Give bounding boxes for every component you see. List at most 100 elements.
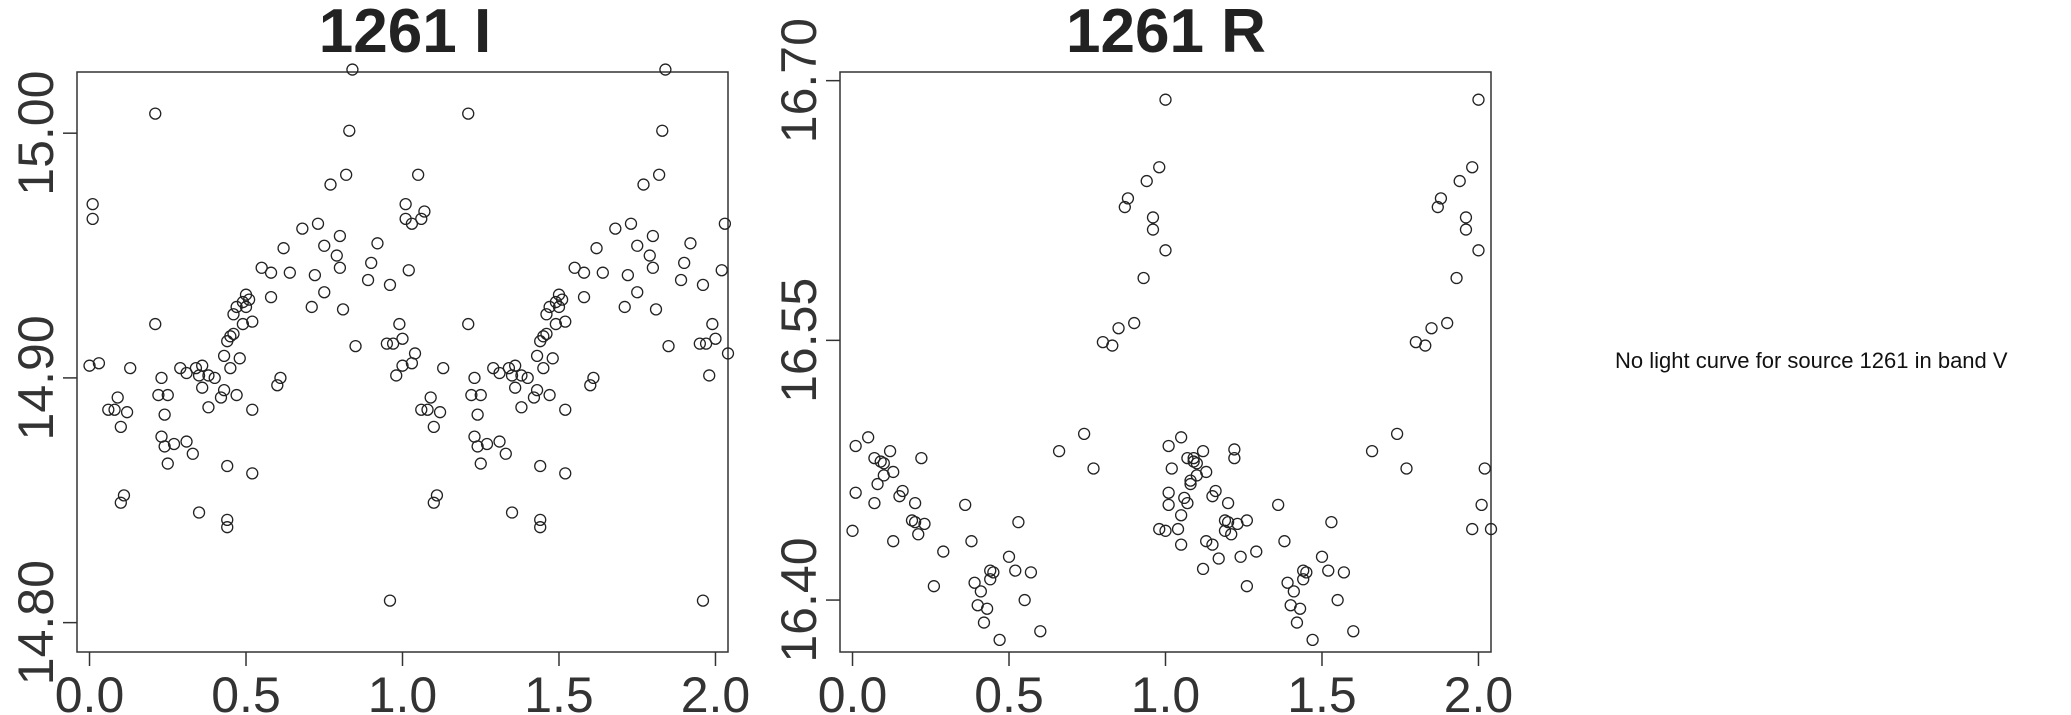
y-tick-label: 15.00 <box>8 71 64 196</box>
data-point <box>202 401 215 414</box>
data-point <box>1153 161 1166 174</box>
plot-frame-r <box>839 71 1492 653</box>
data-point <box>1121 192 1135 205</box>
x-tick-label: 0.5 <box>974 667 1044 715</box>
data-point <box>149 317 162 331</box>
data-point <box>196 381 209 394</box>
data-point <box>437 361 450 375</box>
x-tick-label: 1.0 <box>368 667 438 715</box>
data-point <box>1112 322 1125 335</box>
data-point <box>1196 445 1210 458</box>
data-point <box>1196 562 1210 576</box>
data-point <box>349 339 362 353</box>
data-point <box>993 633 1006 647</box>
chart-title-i: 1261 I <box>319 0 491 66</box>
data-point <box>505 506 519 519</box>
data-point <box>559 315 572 328</box>
data-point <box>1077 427 1091 441</box>
data-point <box>1128 316 1141 330</box>
data-point <box>340 168 353 181</box>
data-point <box>674 273 688 287</box>
data-point <box>915 451 928 465</box>
data-point <box>1425 322 1438 335</box>
data-point <box>1306 633 1319 647</box>
data-point <box>1234 550 1247 563</box>
data-point <box>1184 474 1197 487</box>
plot-frame-i <box>76 71 729 653</box>
data-point <box>1293 602 1307 615</box>
x-tick-label: 2.0 <box>1444 667 1514 715</box>
data-point <box>868 496 881 510</box>
data-point <box>502 361 516 375</box>
y-axis-i: 14.80 14.90 15.00 <box>8 71 77 685</box>
data-point <box>1287 585 1300 598</box>
data-point <box>980 602 994 615</box>
data-point <box>559 403 572 416</box>
data-point <box>984 573 997 586</box>
data-point <box>221 513 234 526</box>
data-point <box>1365 445 1379 458</box>
data-point <box>396 332 409 345</box>
data-point <box>709 332 722 345</box>
data-point <box>224 361 237 375</box>
data-point <box>468 371 481 385</box>
data-point <box>527 391 541 404</box>
data-point <box>493 366 506 380</box>
data-point <box>318 286 331 299</box>
data-point <box>462 317 475 331</box>
data-point <box>643 249 656 262</box>
data-point <box>343 124 356 137</box>
x-tick-label: 1.5 <box>524 667 594 715</box>
data-point <box>202 369 215 382</box>
data-point <box>1052 445 1066 458</box>
y-tick-label: 16.55 <box>771 278 827 403</box>
data-point <box>221 335 234 348</box>
data-point <box>221 459 234 473</box>
data-point <box>433 406 447 419</box>
data-point <box>912 528 925 541</box>
data-point <box>1209 484 1222 498</box>
data-point <box>624 217 638 230</box>
x-tick-label: 1.5 <box>1287 667 1357 715</box>
data-point <box>1240 514 1254 527</box>
data-point <box>311 217 325 230</box>
data-point <box>108 403 121 416</box>
x-tick-label: 1.0 <box>1131 667 1201 715</box>
data-point <box>83 359 96 372</box>
data-point <box>365 256 378 270</box>
y-tick-label: 14.90 <box>8 315 64 440</box>
data-point <box>534 513 547 526</box>
data-point <box>509 381 522 394</box>
data-point <box>908 496 922 510</box>
data-point <box>371 237 384 250</box>
data-point <box>987 566 1000 579</box>
data-point <box>336 303 350 316</box>
data-point <box>1159 524 1172 537</box>
data-point <box>584 379 597 392</box>
data-point <box>1221 496 1235 510</box>
data-point <box>424 391 437 404</box>
data-point <box>577 266 591 279</box>
data-point <box>965 535 978 548</box>
data-point <box>846 524 859 537</box>
data-point <box>1009 564 1022 577</box>
data-point <box>1419 339 1432 352</box>
data-point <box>1281 576 1294 589</box>
data-point <box>1337 566 1351 579</box>
data-point <box>415 212 428 225</box>
data-point <box>596 266 609 279</box>
data-point <box>114 496 127 509</box>
data-point <box>158 408 171 421</box>
data-point <box>1347 625 1360 638</box>
data-point <box>246 403 259 416</box>
data-point <box>1453 174 1466 188</box>
data-point <box>515 369 528 382</box>
data-point <box>1225 528 1238 541</box>
data-point <box>1171 522 1185 536</box>
data-point <box>1478 462 1491 475</box>
data-point <box>659 63 672 76</box>
data-point <box>959 498 972 511</box>
data-point <box>862 431 875 444</box>
data-point <box>86 197 99 211</box>
data-point <box>1187 451 1200 465</box>
